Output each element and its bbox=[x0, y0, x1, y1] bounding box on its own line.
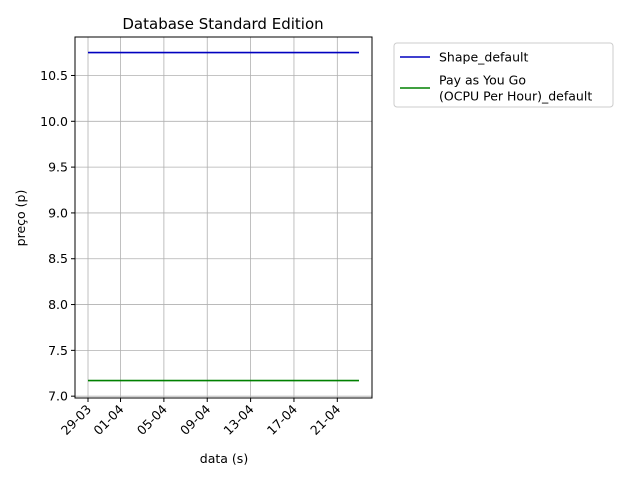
legend: Shape_default Pay as You Go(OCPU Per Hour… bbox=[393, 42, 614, 108]
y-tick-label: 9.0 bbox=[48, 205, 68, 220]
y-tick-label: 7.5 bbox=[48, 343, 68, 358]
y-tick-label: 7.0 bbox=[48, 389, 68, 404]
legend-frame bbox=[393, 42, 614, 108]
x-tick-label: 29-03 bbox=[58, 402, 94, 438]
y-tick-label: 10.5 bbox=[40, 68, 68, 83]
y-axis-ticks: 7.0 7.5 8.0 8.5 9.0 9.5 10.0 10.5 bbox=[40, 68, 75, 404]
x-tick-label: 09-04 bbox=[177, 401, 213, 437]
y-axis-label: preço (p) bbox=[13, 190, 28, 247]
x-axis-label: data (s) bbox=[200, 451, 248, 466]
x-tick-label: 13-04 bbox=[220, 401, 256, 437]
legend-label: Pay as You Go bbox=[439, 73, 526, 88]
legend-label: Shape_default bbox=[439, 50, 528, 65]
x-tick-label: 05-04 bbox=[134, 401, 170, 437]
grid bbox=[75, 37, 372, 398]
series-lines bbox=[88, 51, 359, 382]
y-tick-label: 9.5 bbox=[48, 160, 68, 175]
chart-title: Database Standard Edition bbox=[122, 15, 323, 33]
y-tick-label: 8.5 bbox=[48, 251, 68, 266]
x-tick-label: 17-04 bbox=[264, 401, 300, 437]
x-tick-label: 01-04 bbox=[90, 401, 126, 437]
y-tick-label: 8.0 bbox=[48, 297, 68, 312]
plot-area-frame bbox=[74, 36, 373, 399]
y-tick-label: 10.0 bbox=[40, 114, 68, 129]
x-tick-label: 21-04 bbox=[307, 401, 343, 437]
legend-label: (OCPU Per Hour)_default bbox=[439, 89, 592, 104]
